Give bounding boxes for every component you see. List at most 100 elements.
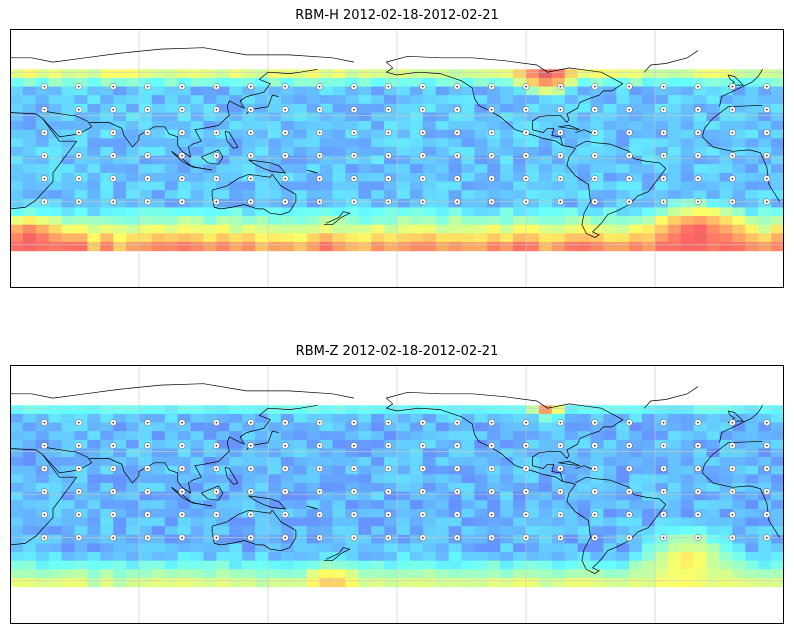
heatmap-cell	[719, 164, 733, 174]
heatmap-cell	[255, 103, 269, 114]
heatmap-cell	[603, 405, 617, 415]
heatmap-cell	[435, 422, 450, 432]
heatmap-cell	[177, 457, 192, 467]
heatmap-cell	[203, 224, 217, 234]
heatmap-cell	[255, 95, 269, 105]
heatmap-cell	[577, 241, 592, 252]
heatmap-cell	[448, 164, 463, 174]
heatmap-cell	[280, 224, 295, 234]
heatmap-cell	[384, 552, 398, 562]
station-marker-icon	[281, 106, 289, 113]
heatmap-cell	[87, 241, 101, 252]
heatmap-cell	[655, 112, 669, 122]
heatmap-cell	[706, 138, 721, 148]
heatmap-cell	[758, 77, 772, 88]
heatmap-cell	[474, 491, 488, 501]
heatmap-cell	[745, 164, 759, 174]
heatmap-cell	[551, 224, 566, 234]
heatmap-cell	[706, 543, 721, 553]
heatmap-cell	[629, 216, 643, 226]
coastline	[211, 173, 297, 215]
heatmap-cell	[126, 164, 140, 174]
heatmap-cell	[164, 534, 179, 545]
heatmap-cell	[590, 482, 604, 493]
heatmap-cell	[113, 448, 127, 458]
heatmap-cell	[177, 164, 192, 174]
heatmap-cell	[551, 577, 566, 588]
heatmap-cell	[35, 543, 50, 553]
heatmap-cell	[461, 457, 475, 467]
heatmap-cell	[448, 422, 463, 432]
heatmap-cell	[435, 431, 450, 441]
heatmap-cell	[306, 465, 321, 475]
heatmap-cell	[216, 405, 230, 415]
heatmap-cell	[719, 69, 733, 79]
heatmap-cell	[526, 216, 540, 226]
heatmap-cell	[100, 431, 114, 441]
heatmap-cell	[216, 526, 230, 536]
heatmap-cell	[345, 569, 359, 579]
heatmap-cell	[22, 77, 37, 88]
heatmap-cell	[732, 491, 746, 501]
heatmap-cell	[642, 224, 656, 234]
station-marker-icon	[109, 419, 117, 426]
heatmap-cell	[732, 508, 746, 519]
heatmap-cell	[461, 422, 475, 432]
heatmap-cell	[164, 86, 179, 96]
station-marker-icon	[557, 152, 564, 159]
heatmap-cell	[461, 138, 475, 148]
heatmap-cell	[139, 517, 153, 527]
heatmap-cell	[332, 224, 346, 234]
heatmap-cell	[164, 552, 179, 562]
heatmap-cell	[577, 181, 592, 191]
heatmap-cell	[48, 233, 63, 243]
heatmap-cell	[435, 146, 450, 157]
heatmap-cell	[100, 241, 114, 252]
heatmap-cell	[448, 569, 463, 579]
coastlines	[10, 383, 780, 575]
heatmap-cell	[667, 405, 682, 415]
heatmap-cell	[332, 121, 346, 131]
heatmap-cell	[345, 95, 359, 105]
heatmap-cell	[526, 190, 540, 200]
station-marker-icon	[557, 534, 564, 542]
heatmap-cell	[397, 534, 411, 545]
heatmap-cell	[87, 77, 101, 88]
heatmap-cell	[35, 233, 50, 243]
heatmap-cell	[61, 95, 76, 105]
heatmap-cell	[629, 534, 643, 545]
heatmap-cell	[151, 190, 166, 200]
heatmap-cell	[693, 95, 708, 105]
heatmap-cell	[255, 448, 269, 458]
heatmap-cell	[667, 552, 682, 562]
heatmap-cell	[100, 405, 114, 415]
heatmap-cell	[500, 216, 514, 226]
heatmap-cell	[732, 413, 746, 424]
heatmap-cell	[113, 534, 127, 545]
heatmap-cell	[513, 112, 527, 122]
heatmap-cell	[358, 491, 372, 501]
station-marker-icon	[384, 419, 392, 426]
heatmap-cell	[745, 491, 759, 501]
heatmap-cell	[358, 422, 372, 432]
station-marker-icon	[281, 419, 289, 426]
heatmap-cell	[268, 569, 282, 579]
heatmap-cell	[371, 129, 385, 139]
station-marker-icon	[178, 465, 186, 472]
coastline	[385, 55, 624, 146]
coastline	[10, 383, 763, 443]
heatmap-cell	[371, 569, 385, 579]
heatmap-cell	[732, 69, 746, 79]
station-marker-icon	[660, 106, 667, 113]
heatmap-cell	[706, 577, 721, 588]
station-marker-icon	[453, 83, 461, 90]
heatmap-cell	[642, 112, 656, 122]
heatmap-cell	[139, 482, 153, 493]
heatmap-cell	[616, 112, 630, 122]
heatmap-cell	[422, 543, 437, 553]
heatmap-cell	[177, 224, 192, 234]
heatmap-cell	[164, 465, 179, 475]
heatmap-cell	[242, 207, 256, 217]
station-marker-icon	[247, 419, 255, 426]
heatmap-cell	[203, 207, 217, 217]
